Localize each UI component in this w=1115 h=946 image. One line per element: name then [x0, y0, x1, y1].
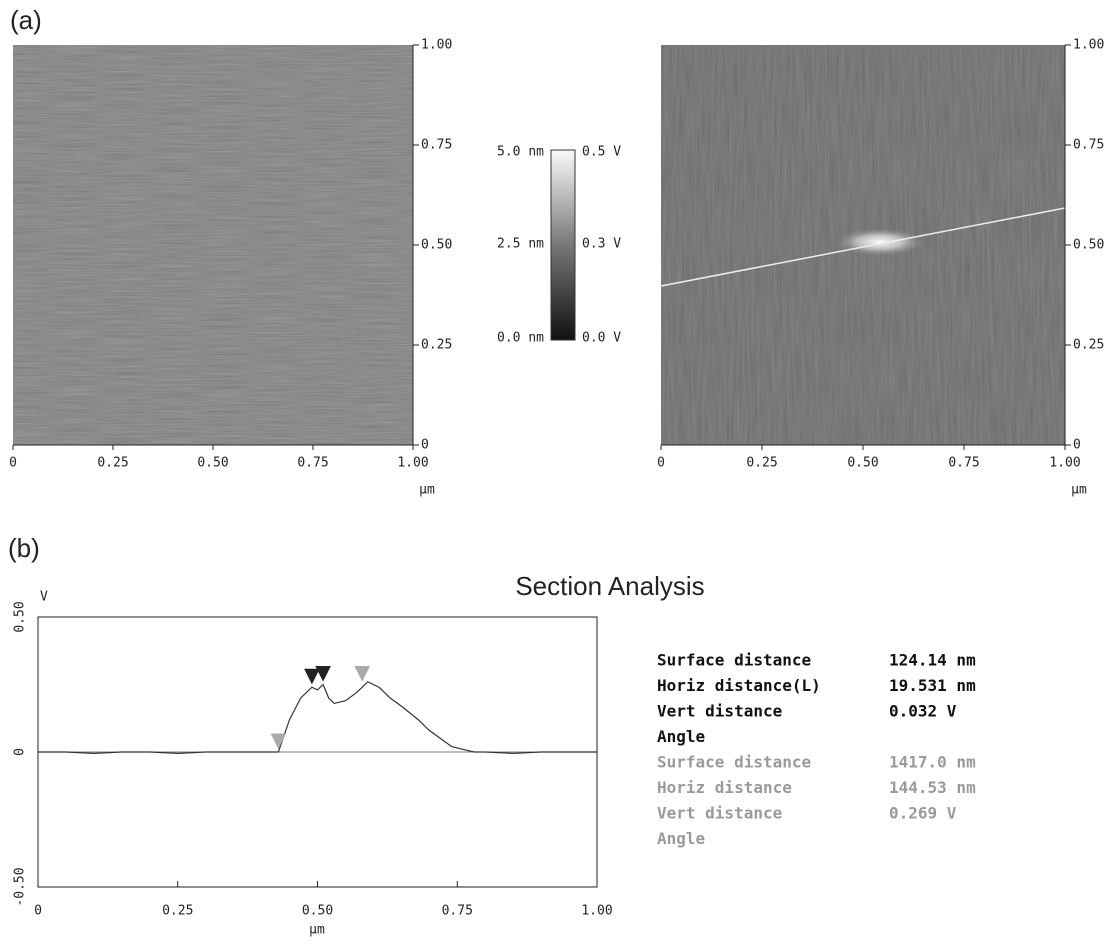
x-tick-label: 0.75	[297, 456, 328, 471]
y-tick-label: 0.50	[1073, 238, 1104, 253]
y-tick-label: 0	[13, 748, 28, 756]
x-tick-label: 1.00	[581, 904, 612, 919]
y-tick-label: 0.25	[421, 338, 452, 353]
measurement-label: Vert distance	[657, 804, 782, 823]
measurement-value: 0.032 V	[889, 702, 957, 721]
y-tick-label: 1.00	[1073, 38, 1104, 53]
cursor-marker	[315, 666, 331, 682]
x-tick-label: 0.75	[948, 456, 979, 471]
bright-spot	[835, 228, 925, 256]
colorbar-label: 0.3 V	[582, 237, 621, 252]
panel-label: (b)	[8, 533, 40, 563]
y-tick-label: 0.75	[1073, 138, 1104, 153]
x-tick-label: 0	[657, 456, 665, 471]
x-unit: μm	[419, 483, 435, 498]
colorbar	[550, 149, 576, 341]
panel-label: (a)	[10, 5, 42, 35]
y-tick-label: 0.50	[421, 238, 452, 253]
x-tick-label: 0.25	[162, 904, 193, 919]
measurement-label: Angle	[657, 829, 705, 848]
y-tick-label: 0.50	[13, 601, 28, 632]
measurement-value: 144.53 nm	[889, 778, 976, 797]
measurement-label: Horiz distance	[657, 778, 792, 797]
measurement-value: 19.531 nm	[889, 676, 976, 695]
x-tick-label: 0.25	[746, 456, 777, 471]
measurement-label: Horiz distance(L)	[657, 676, 821, 695]
y-tick-label: 0.75	[421, 138, 452, 153]
x-tick-label: 1.00	[397, 456, 428, 471]
y-tick-label: 0	[1073, 438, 1081, 453]
y-tick-label: -0.50	[13, 867, 28, 906]
measurement-label: Vert distance	[657, 702, 782, 721]
y-tick-label: 0.25	[1073, 338, 1104, 353]
x-tick-label: 1.00	[1049, 456, 1080, 471]
colorbar-label: 5.0 nm	[497, 145, 544, 160]
x-tick-label: 0	[34, 904, 42, 919]
cursor-marker	[354, 666, 371, 682]
x-tick-label: 0	[9, 456, 17, 471]
measurement-label: Surface distance	[657, 651, 811, 670]
x-tick-label: 0.50	[302, 904, 333, 919]
x-tick-label: 0.25	[97, 456, 128, 471]
y-tick-label: 0	[421, 438, 429, 453]
x-axis-label: μm	[309, 923, 325, 938]
measurement-value: 1417.0 nm	[889, 753, 976, 772]
y-axis-label: V	[40, 590, 48, 605]
y-tick-label: 1.00	[421, 38, 452, 53]
chart-title: Section Analysis	[515, 571, 704, 601]
colorbar-label: 2.5 nm	[497, 237, 544, 252]
section-line	[660, 207, 1066, 287]
x-tick-label: 0.75	[442, 904, 473, 919]
colorbar-label: 0.0 V	[582, 331, 621, 346]
x-unit: μm	[1071, 483, 1087, 498]
cursor-marker	[304, 668, 320, 685]
measurement-label: Surface distance	[657, 753, 811, 772]
colorbar-label: 0.5 V	[582, 145, 621, 160]
x-tick-label: 0.50	[197, 456, 228, 471]
image-texture	[13, 45, 413, 445]
x-tick-label: 0.50	[847, 456, 878, 471]
colorbar-label: 0.0 nm	[497, 331, 544, 346]
cursor-marker	[270, 733, 287, 750]
measurement-value: 0.269 V	[889, 804, 957, 823]
measurement-label: Angle	[657, 727, 705, 746]
profile-line	[38, 681, 597, 754]
measurement-value: 124.14 nm	[889, 651, 976, 670]
